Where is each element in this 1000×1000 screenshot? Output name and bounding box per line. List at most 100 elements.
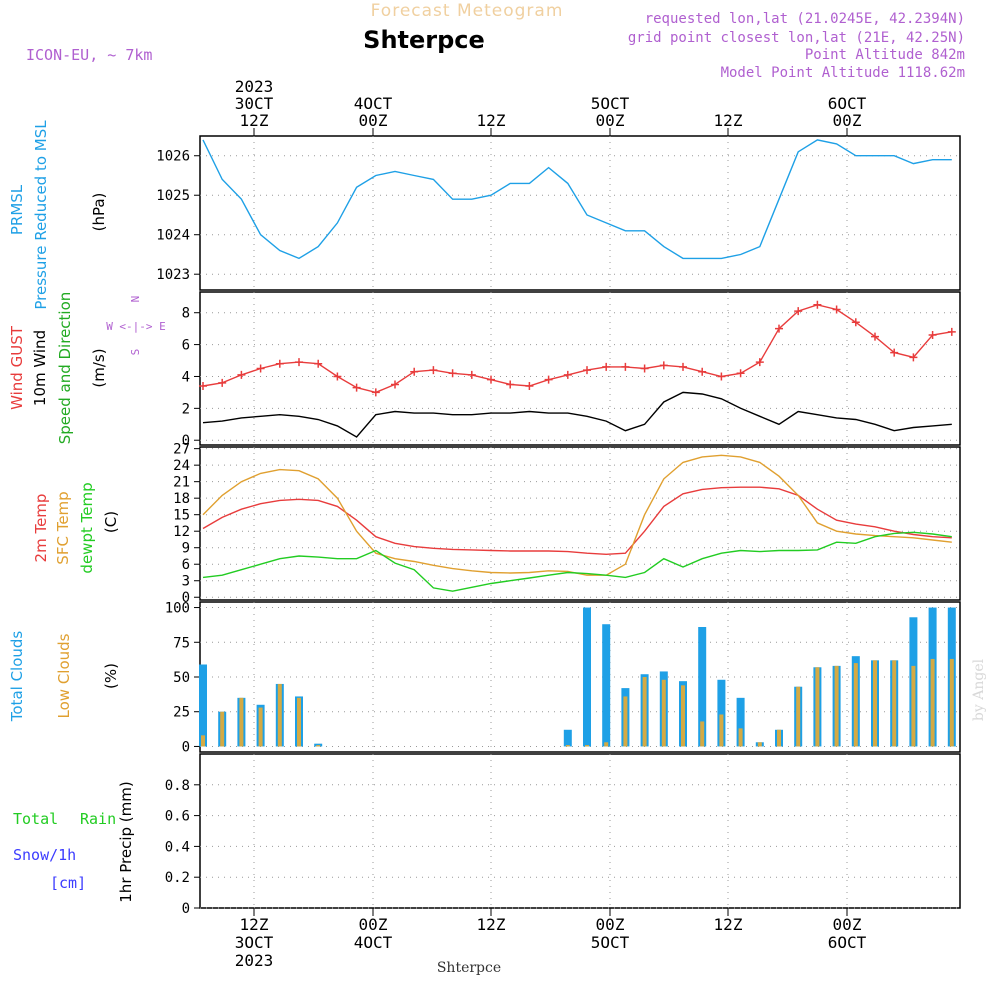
- y-tick-label: 100: [165, 601, 190, 617]
- watermark: by Angel: [971, 658, 987, 721]
- gust-marker: [448, 369, 457, 378]
- low-cloud-bar: [565, 745, 570, 747]
- y-tick-label: 12: [173, 524, 190, 540]
- low-cloud-bar: [220, 711, 225, 747]
- point-altitude: Point Altitude 842m: [805, 47, 965, 63]
- gust-marker: [371, 388, 380, 397]
- low-cloud-bar: [623, 696, 628, 747]
- label-snow: Snow/1h: [13, 846, 76, 864]
- low-cloud-bar: [604, 742, 609, 747]
- y-tick-label: 0.6: [165, 809, 190, 825]
- panel-frame: [199, 753, 961, 909]
- low-cloud-bar: [757, 742, 762, 747]
- gust-marker: [775, 324, 783, 333]
- y-tick-label: 0.8: [165, 778, 190, 794]
- y-tick-label: 8: [182, 306, 190, 322]
- gust-marker: [199, 382, 207, 391]
- low-cloud-bar: [201, 735, 205, 747]
- gust-marker: [583, 366, 591, 375]
- time-label-date: 3OCT: [235, 933, 274, 952]
- gust-marker: [698, 367, 707, 376]
- time-label-hour: 00Z: [596, 111, 625, 130]
- low-cloud-bar: [719, 714, 724, 747]
- label-ms: (m/s): [90, 348, 108, 387]
- y-tick-label: 0: [182, 590, 190, 606]
- gust-marker: [947, 327, 956, 336]
- gust-marker: [525, 382, 534, 391]
- gust-marker: [256, 364, 265, 373]
- time-label-hour: 12Z: [240, 111, 269, 130]
- total-cloud-bar: [717, 679, 726, 747]
- time-label-hour: 12Z: [477, 111, 506, 130]
- low-cloud-bar: [834, 665, 839, 747]
- y-tick-label: 9: [182, 541, 190, 557]
- time-label-hour: 00Z: [596, 915, 625, 934]
- gust-marker: [218, 378, 227, 387]
- gust-marker: [621, 362, 630, 371]
- low-cloud-bar: [661, 679, 666, 747]
- y-tick-label: 1025: [156, 188, 190, 204]
- y-tick-label: 0: [182, 433, 190, 449]
- temp-labels: 2m Temp SFC Temp dewpt Temp (C): [32, 482, 120, 573]
- time-label-hour: 00Z: [359, 111, 388, 130]
- time-label-date: 6OCT: [828, 94, 867, 113]
- series-line-wind-gust: [202, 304, 952, 394]
- low-cloud-bar: [258, 707, 263, 747]
- label-2m-temp: 2m Temp: [32, 494, 50, 563]
- y-tick-label: 24: [173, 458, 190, 474]
- low-cloud-bar: [642, 677, 647, 747]
- gust-marker: [909, 353, 918, 362]
- low-cloud-bar: [277, 683, 282, 747]
- plot-area: 1023102410251026024680369121518212427025…: [156, 135, 961, 917]
- y-tick-label: 25: [173, 705, 190, 721]
- compass-rose: N W <-|-> E S: [106, 296, 166, 356]
- panel-frame: [199, 446, 961, 601]
- compass-we: W <-|-> E: [106, 320, 166, 333]
- time-label-hour: 00Z: [833, 111, 862, 130]
- panel-1: 0 2 4 6 8: [182, 291, 961, 449]
- gust-marker: [871, 332, 879, 341]
- panel-frame: [199, 135, 961, 291]
- model-altitude: Model Point Altitude 1118.62m: [721, 65, 965, 81]
- time-label-date: 6OCT: [828, 933, 867, 952]
- gust-marker: [717, 372, 726, 381]
- gust-marker: [237, 370, 246, 379]
- time-label-date: 5OCT: [591, 94, 630, 113]
- low-cloud-bar: [297, 697, 301, 747]
- gust-marker: [506, 380, 515, 389]
- label-wind-gust: Wind GUST: [8, 325, 26, 410]
- gust-marker: [352, 383, 361, 392]
- y-tick-label: 15: [173, 508, 190, 524]
- label-sfc-temp: SFC Temp: [54, 491, 72, 564]
- gust-marker: [563, 370, 572, 379]
- low-cloud-bar: [681, 685, 685, 747]
- label-total-clouds: Total Clouds: [8, 631, 26, 723]
- wind-labels: Wind GUST 10m Wind Speed and Direction (…: [8, 292, 108, 445]
- compass-north: N: [129, 296, 142, 303]
- total-cloud-bar: [698, 627, 707, 747]
- low-cloud-bar: [853, 663, 858, 747]
- low-cloud-bar: [700, 721, 705, 747]
- y-tick-label: 75: [173, 635, 190, 651]
- series-line-dewpt-temp: [202, 531, 952, 592]
- gust-marker: [755, 358, 764, 367]
- low-cloud-bar: [873, 660, 877, 747]
- gust-marker: [391, 380, 399, 389]
- gust-marker: [640, 364, 649, 373]
- low-cloud-bar: [892, 660, 897, 747]
- low-cloud-bar: [796, 686, 801, 747]
- pressure-labels: PRMSL Pressure Reduced to MSL (hPa): [8, 120, 108, 310]
- y-tick-label: 27: [173, 442, 190, 458]
- y-tick-label: 18: [173, 491, 190, 507]
- gust-marker: [736, 369, 745, 378]
- y-tick-label: 1024: [156, 228, 190, 244]
- label-c: (C): [102, 511, 120, 533]
- grid-coords: grid point closest lon,lat (21E, 42.25N): [628, 30, 965, 46]
- station-title: Shterpce: [363, 26, 485, 54]
- gust-marker: [794, 307, 803, 316]
- gust-marker: [295, 358, 303, 367]
- series-line-2m-temp: [202, 486, 952, 556]
- label-10m-wind: 10m Wind: [31, 330, 49, 406]
